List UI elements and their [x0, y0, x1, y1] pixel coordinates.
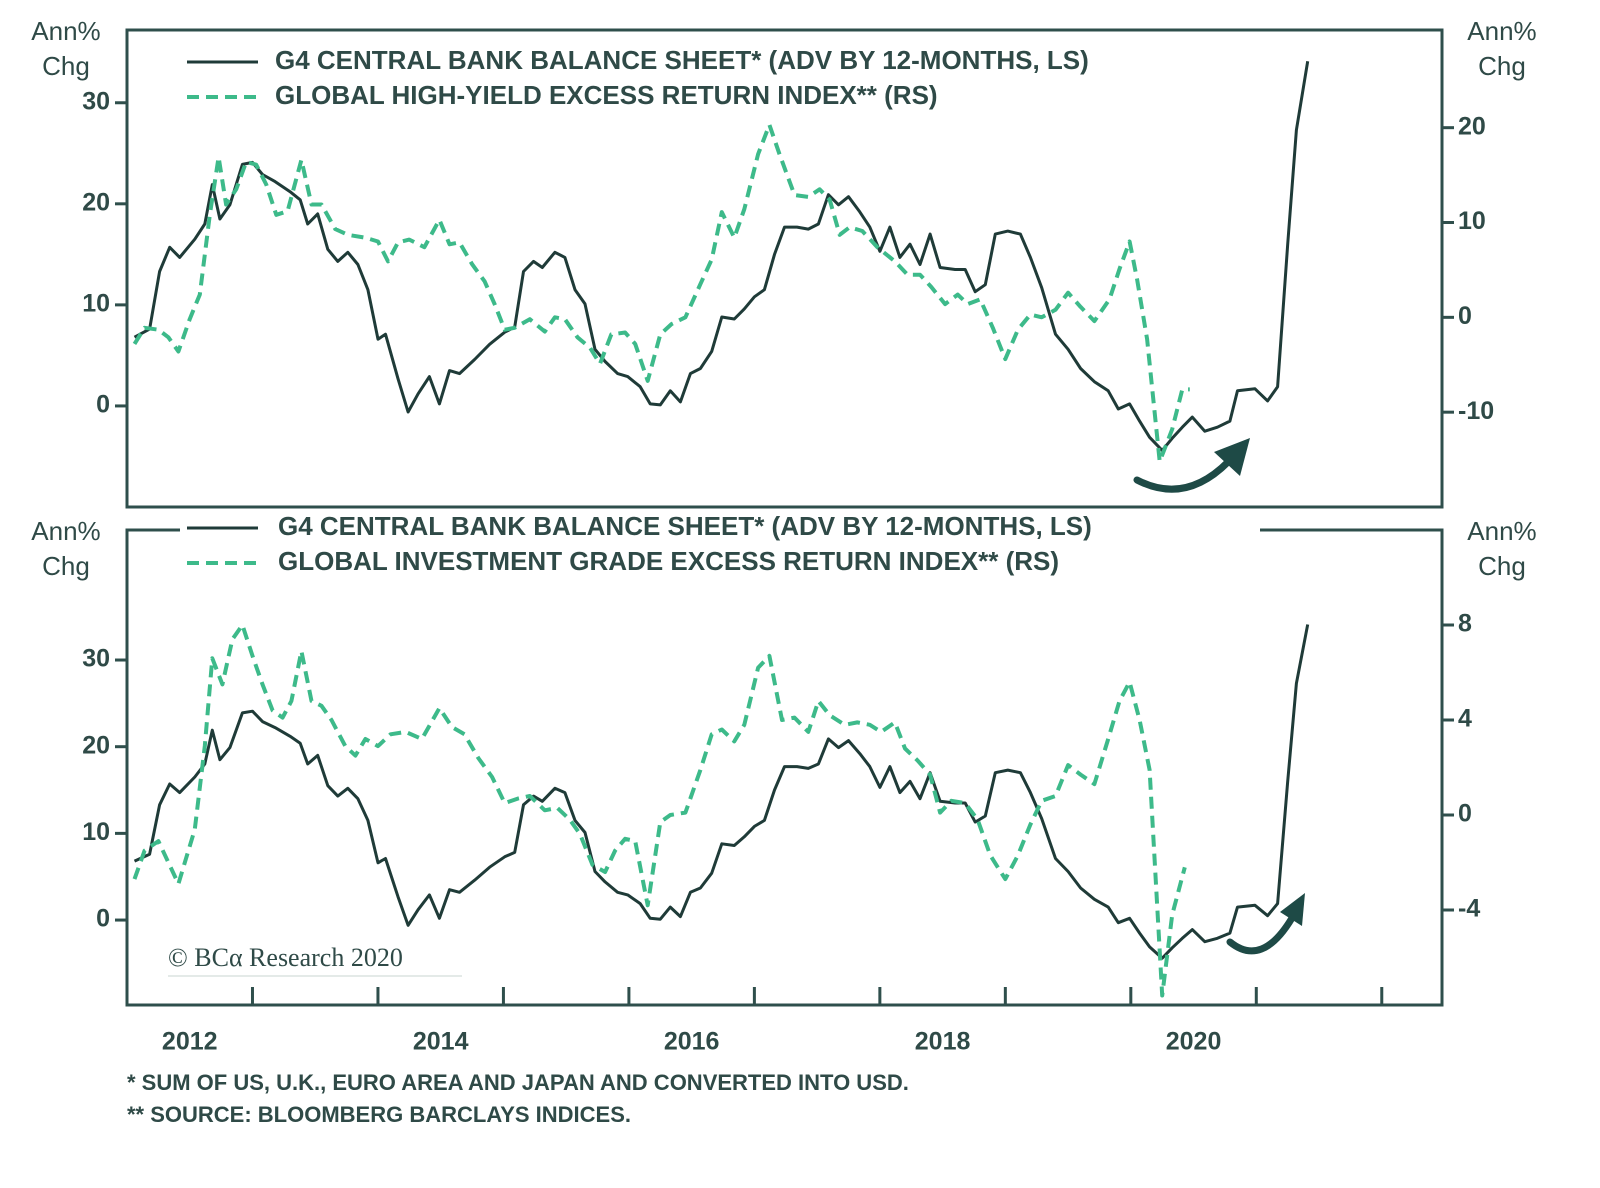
legend-backdrop — [180, 510, 1260, 546]
plot-frame — [125, 28, 1444, 509]
arrowhead — [1214, 438, 1305, 926]
y-axis-label: Chg — [42, 51, 90, 81]
y2-axis-label: Ann% — [1467, 516, 1536, 546]
y2-tick-label: 0 — [1458, 800, 1472, 828]
legend-label: GLOBAL INVESTMENT GRADE EXCESS RETURN IN… — [278, 546, 1059, 576]
legend-label: G4 CENTRAL BANK BALANCE SHEET* (ADV BY 1… — [275, 45, 1089, 75]
y-tick-label: 20 — [82, 731, 110, 759]
series-line — [133, 624, 1310, 960]
y-tick-label: 10 — [82, 289, 110, 317]
y-tick-label: 30 — [82, 645, 110, 673]
arrow — [1133, 458, 1296, 955]
legend-label: GLOBAL HIGH-YIELD EXCESS RETURN INDEX** … — [275, 80, 938, 110]
series-line — [132, 623, 1187, 998]
legend-backdrop — [180, 545, 1260, 581]
footnote: ** SOURCE: BLOOMBERG BARCLAYS INDICES. — [127, 1102, 631, 1127]
y2-tick-label: 0 — [1458, 302, 1472, 330]
footnote: * SUM OF US, U.K., EURO AREA AND JAPAN A… — [127, 1070, 909, 1095]
y-tick-label: 30 — [82, 87, 110, 115]
y2-tick-label: 10 — [1458, 207, 1486, 235]
x-tick-label: 2012 — [162, 1028, 218, 1056]
legend-backdrop — [180, 79, 1260, 115]
y2-tick-label: -4 — [1458, 895, 1480, 923]
y-axis-label: Ann% — [31, 16, 100, 46]
panel: Ann% Chg Ann% Chg 0 10 20 30 -10 0 10 20 G4 CENTRAL … — [31, 16, 1537, 509]
y-tick-label: 0 — [96, 905, 110, 933]
y2-axis-label: Chg — [1478, 551, 1526, 581]
y2-tick-label: 20 — [1458, 112, 1486, 140]
x-tick-label: 2014 — [413, 1028, 469, 1056]
y2-tick-label: -10 — [1458, 397, 1494, 425]
y2-tick-label: 8 — [1458, 610, 1472, 638]
legend-backdrop — [180, 44, 1260, 80]
y-axis-label: Chg — [42, 551, 90, 581]
copyright: © BCα Research 2020 — [168, 943, 403, 972]
series-line — [132, 122, 1190, 464]
y2-axis-label: Chg — [1478, 51, 1526, 81]
y2-axis-label: Ann% — [1467, 16, 1536, 46]
y-axis-label: Ann% — [31, 516, 100, 546]
y2-tick-label: 4 — [1458, 705, 1472, 733]
x-tick-label: 2020 — [1166, 1028, 1222, 1056]
series-line — [133, 61, 1310, 452]
y-tick-label: 0 — [96, 391, 110, 419]
x-tick-label: 2016 — [664, 1028, 720, 1056]
y-tick-label: 10 — [82, 818, 110, 846]
y-tick-label: 20 — [82, 188, 110, 216]
panel: Ann% Chg Ann% Chg 0 10 20 30 -4 0 4 8 2012 2014 2016 20… — [31, 510, 1537, 1056]
legend-label: G4 CENTRAL BANK BALANCE SHEET* (ADV BY 1… — [278, 511, 1092, 541]
x-tick-label: 2018 — [915, 1028, 971, 1056]
